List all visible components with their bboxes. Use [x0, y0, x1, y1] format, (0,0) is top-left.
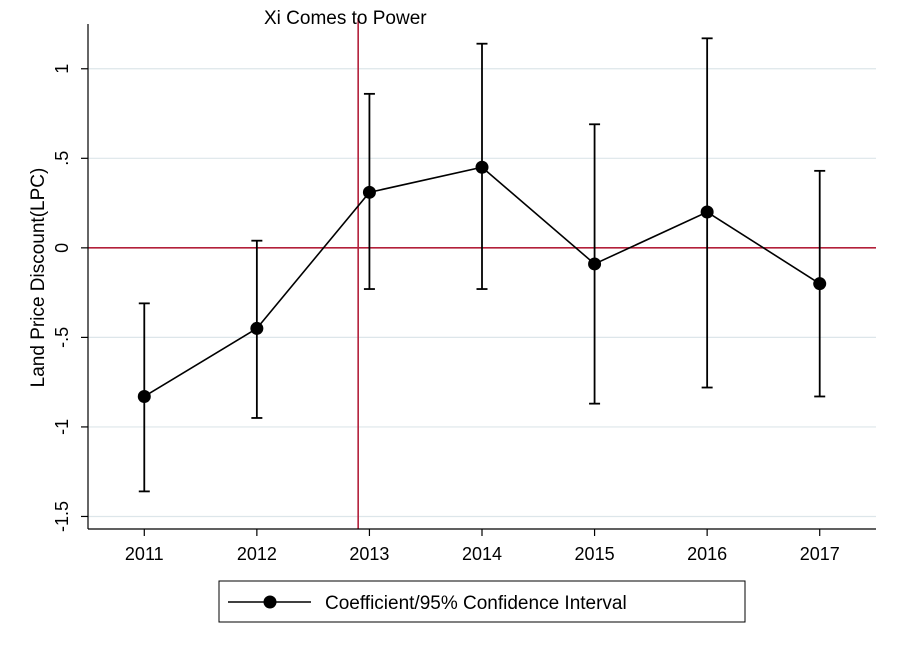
y-tick-label: -1.5 — [52, 501, 72, 532]
axis-ticks: -1.5 -1 -.5 0 .5 1 2011 2012 2013 2014 2015 2016 201… — [52, 64, 840, 564]
x-tick-label: 2017 — [800, 544, 840, 564]
legend-dot-marker — [263, 595, 277, 609]
x-tick-label: 2012 — [237, 544, 277, 564]
y-tick-label: 0 — [52, 243, 72, 253]
data-point — [475, 160, 489, 174]
y-tick-label: -.5 — [52, 327, 72, 348]
x-tick-label: 2011 — [125, 544, 164, 564]
series — [137, 37, 827, 493]
y-axis-title: Land Price Discount(LPC) — [28, 168, 49, 388]
data-point — [588, 257, 602, 271]
x-tick-label: 2016 — [687, 544, 727, 564]
data-point — [813, 277, 827, 291]
vertical-line-label: Xi Comes to Power — [264, 8, 427, 29]
data-point — [137, 389, 151, 403]
x-tick-label: 2013 — [349, 544, 389, 564]
legend-label: Coefficient/95% Confidence Interval — [325, 593, 627, 614]
legend: Coefficient/95% Confidence Interval — [218, 580, 746, 623]
data-point — [362, 185, 376, 199]
y-tick-label: .5 — [52, 151, 72, 166]
data-point — [250, 321, 264, 335]
y-tick-label: -1 — [52, 419, 72, 435]
y-tick-label: 1 — [52, 64, 72, 74]
x-tick-label: 2015 — [575, 544, 615, 564]
x-tick-label: 2014 — [462, 544, 502, 564]
data-point — [700, 205, 714, 219]
